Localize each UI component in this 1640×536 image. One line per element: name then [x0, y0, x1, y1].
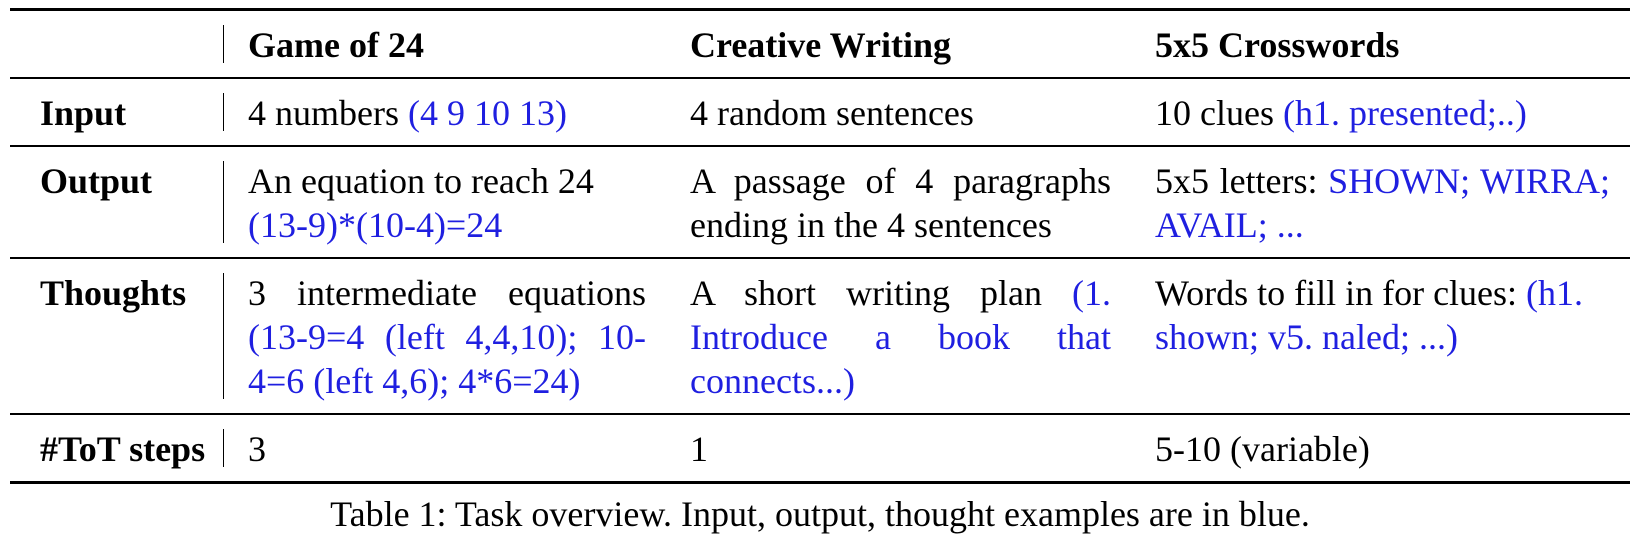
task-overview-figure: Game of 24 Creative Writing 5x5 Crosswor… — [10, 8, 1630, 536]
cell-output-crosswords: 5x5 letters: SHOWN; WIRRA; AVAIL; ... — [1131, 146, 1630, 258]
table-header-row: Game of 24 Creative Writing 5x5 Crosswor… — [10, 9, 1630, 79]
row-label-thoughts: Thoughts — [10, 258, 224, 414]
example-text: SHOWN; WIRRA; AVAIL; ... — [1155, 161, 1610, 245]
example-text: (13-9)*(10-4)=24 — [248, 205, 503, 245]
cell-text: Words to fill in for clues: — [1155, 273, 1527, 313]
cell-steps-game-of-24: 3 — [224, 414, 666, 483]
column-header-creative-writing: Creative Writing — [690, 25, 951, 65]
cell-text: 1 — [690, 429, 708, 469]
cell-text: 4 numbers — [248, 93, 408, 133]
cell-thoughts-game-of-24: 3 intermediate equations (13-9=4 (left 4… — [224, 258, 666, 414]
cell-text: An equation to reach 24 — [248, 161, 594, 201]
cell-text: A short writing plan — [690, 273, 1072, 313]
table-caption: Table 1: Task overview. Input, output, t… — [330, 494, 1310, 534]
cell-text: 10 clues — [1155, 93, 1283, 133]
cell-input-crosswords: 10 clues (h1. presented;..) — [1131, 78, 1630, 146]
table-row-thoughts: Thoughts 3 intermediate equations (13-9=… — [10, 258, 1630, 414]
cell-text: 4 random sentences — [690, 93, 974, 133]
example-text: (h1. shown; v5. naled; ...) — [1155, 273, 1584, 357]
example-text: (1. Introduce a book that connects...) — [690, 273, 1111, 401]
cell-input-creative-writing: 4 random sentences — [666, 78, 1131, 146]
table-row-output: Output An equation to reach 24 (13-9)*(1… — [10, 146, 1630, 258]
cell-thoughts-crosswords: Words to fill in for clues: (h1. shown; … — [1131, 258, 1630, 414]
table-row-input: Input 4 numbers (4 9 10 13) 4 random sen… — [10, 78, 1630, 146]
corner-header-cell — [10, 10, 224, 79]
cell-text: 5x5 letters: — [1155, 161, 1329, 201]
cell-text: 3 — [248, 429, 266, 469]
cell-thoughts-creative-writing: A short writing plan (1. Introduce a boo… — [666, 258, 1131, 414]
column-header-game-of-24: Game of 24 — [248, 25, 424, 65]
example-text: (13-9=4 (left 4,4,10); 10-4=6 (left 4,6)… — [248, 317, 646, 401]
cell-output-game-of-24: An equation to reach 24 (13-9)*(10-4)=24 — [224, 146, 666, 258]
row-label-input: Input — [10, 78, 224, 146]
cell-text: 5-10 (variable) — [1155, 429, 1370, 469]
table-row-tot-steps: #ToT steps 3 1 5-10 (variable) — [10, 414, 1630, 483]
row-label-tot-steps: #ToT steps — [10, 414, 224, 483]
cell-output-creative-writing: A passage of 4 paragraphs ending in the … — [666, 146, 1131, 258]
row-label-output: Output — [10, 146, 224, 258]
cell-input-game-of-24: 4 numbers (4 9 10 13) — [224, 78, 666, 146]
cell-text: A passage of 4 paragraphs ending in the … — [690, 161, 1111, 245]
task-overview-table: Game of 24 Creative Writing 5x5 Crosswor… — [10, 8, 1630, 484]
example-text: (h1. presented;..) — [1282, 93, 1527, 133]
cell-steps-crosswords: 5-10 (variable) — [1131, 414, 1630, 483]
cell-steps-creative-writing: 1 — [666, 414, 1131, 483]
column-header-crosswords: 5x5 Crosswords — [1155, 25, 1400, 65]
example-text: (4 9 10 13) — [407, 93, 567, 133]
cell-text: 3 intermediate equations — [248, 273, 646, 313]
